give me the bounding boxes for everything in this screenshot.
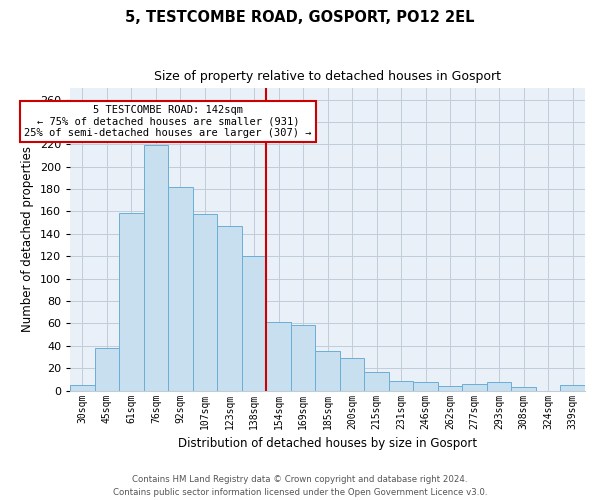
- Bar: [413, 382, 438, 390]
- Bar: [193, 214, 217, 390]
- Bar: [511, 388, 536, 390]
- Bar: [438, 386, 463, 390]
- Bar: [291, 324, 316, 390]
- Title: Size of property relative to detached houses in Gosport: Size of property relative to detached ho…: [154, 70, 501, 83]
- Bar: [364, 372, 389, 390]
- Bar: [316, 352, 340, 391]
- Text: Contains HM Land Registry data © Crown copyright and database right 2024.
Contai: Contains HM Land Registry data © Crown c…: [113, 476, 487, 497]
- Bar: [389, 380, 413, 390]
- Bar: [242, 256, 266, 390]
- X-axis label: Distribution of detached houses by size in Gosport: Distribution of detached houses by size …: [178, 437, 477, 450]
- Bar: [144, 146, 168, 390]
- Text: 5 TESTCOMBE ROAD: 142sqm
← 75% of detached houses are smaller (931)
25% of semi-: 5 TESTCOMBE ROAD: 142sqm ← 75% of detach…: [25, 105, 312, 138]
- Bar: [95, 348, 119, 391]
- Bar: [266, 322, 291, 390]
- Bar: [70, 385, 95, 390]
- Bar: [217, 226, 242, 390]
- Y-axis label: Number of detached properties: Number of detached properties: [22, 146, 34, 332]
- Bar: [487, 382, 511, 390]
- Bar: [340, 358, 364, 390]
- Bar: [560, 385, 585, 390]
- Bar: [168, 187, 193, 390]
- Text: 5, TESTCOMBE ROAD, GOSPORT, PO12 2EL: 5, TESTCOMBE ROAD, GOSPORT, PO12 2EL: [125, 10, 475, 25]
- Bar: [119, 212, 144, 390]
- Bar: [463, 384, 487, 390]
